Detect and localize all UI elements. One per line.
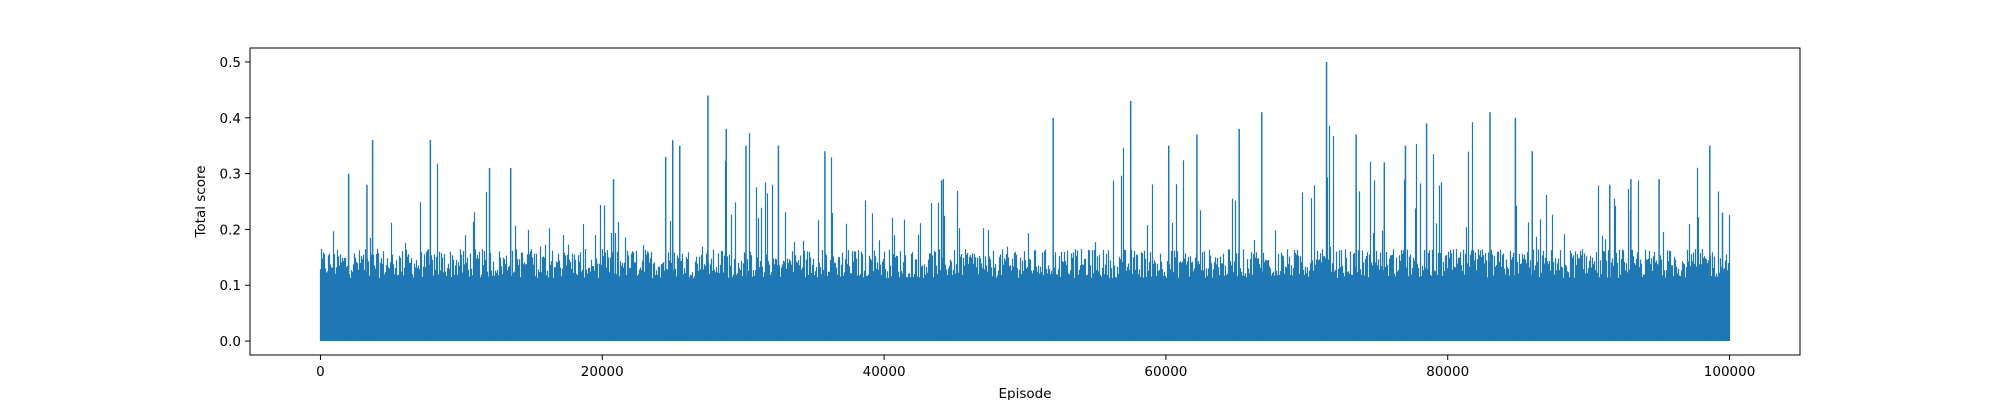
y-tick-label: 0.4 bbox=[220, 111, 241, 127]
y-tick-label: 0.0 bbox=[220, 334, 241, 350]
y-tick-label: 0.1 bbox=[220, 278, 241, 294]
series-line bbox=[319, 122, 1731, 341]
x-tick-label: 20000 bbox=[581, 364, 624, 380]
y-tick-label: 0.5 bbox=[220, 55, 241, 71]
y-tick-label: 0.3 bbox=[220, 167, 241, 183]
y-axis: 0.0 0.1 0.2 0.3 0.4 0.5 bbox=[220, 55, 250, 350]
series-score bbox=[319, 61, 1731, 342]
y-axis-label: Total score bbox=[193, 165, 209, 238]
plot-frame bbox=[249, 47, 1801, 356]
x-tick-label: 40000 bbox=[863, 364, 906, 380]
y-tick-label: 0.2 bbox=[220, 222, 241, 238]
x-tick-label: 60000 bbox=[1144, 364, 1187, 380]
x-tick-label: 100000 bbox=[1704, 364, 1756, 380]
x-axis: 0 20000 40000 60000 80000 100000 bbox=[316, 355, 1755, 380]
x-axis-label: Episode bbox=[998, 386, 1051, 400]
x-tick-label: 80000 bbox=[1426, 364, 1469, 380]
x-tick-label: 0 bbox=[316, 364, 325, 380]
